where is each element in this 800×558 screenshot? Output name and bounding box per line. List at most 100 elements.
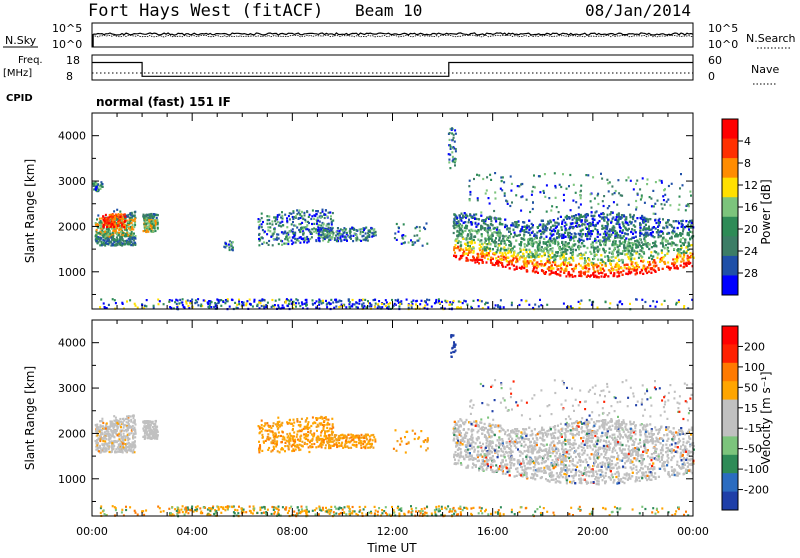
- scatter-cell: [534, 264, 536, 266]
- scatter-cell: [277, 234, 279, 236]
- scatter-cell: [560, 252, 562, 254]
- scatter-cell: [146, 217, 148, 219]
- scatter-cell: [311, 228, 313, 230]
- scatter-cell: [563, 234, 565, 236]
- scatter-cell: [457, 230, 459, 232]
- scatter-cell: [146, 214, 148, 216]
- scatter-cell: [317, 217, 319, 219]
- scatter-cell: [636, 217, 638, 219]
- scatter-cell: [145, 221, 147, 223]
- scatter-cell: [567, 273, 569, 275]
- scatter-cell: [594, 254, 596, 256]
- scatter-cell: [454, 164, 456, 166]
- scatter-cell: [554, 222, 556, 224]
- nsky-label: N.Sky: [5, 34, 37, 47]
- scatter-cell: [452, 156, 454, 158]
- scatter-cell: [527, 260, 529, 262]
- scatter-cell: [365, 227, 367, 229]
- scatter-cell: [554, 257, 556, 259]
- scatter-cell: [93, 185, 95, 187]
- scatter-cell: [455, 158, 457, 160]
- scatter-cell: [95, 234, 97, 236]
- scatter-cell: [279, 222, 281, 224]
- scatter-cell: [643, 234, 645, 236]
- scatter-cell: [564, 232, 566, 234]
- scatter-cell: [133, 239, 135, 241]
- scatter-cell: [538, 243, 540, 245]
- scatter-cell: [581, 219, 583, 221]
- scatter-cell: [528, 232, 530, 234]
- scatter-cell: [477, 239, 479, 241]
- scatter-cell: [663, 227, 665, 229]
- scatter-cell: [680, 245, 682, 247]
- scatter-cell: [534, 241, 536, 243]
- scatter-cell: [552, 225, 554, 227]
- scatter-cell: [503, 240, 505, 242]
- scatter-cell: [552, 256, 554, 258]
- scatter-cell: [261, 213, 263, 215]
- scatter-cell: [631, 268, 633, 270]
- scatter-cell: [228, 246, 230, 248]
- scatter-cell: [330, 236, 332, 238]
- scatter-cell: [551, 250, 553, 252]
- scatter-cell: [320, 224, 322, 226]
- scatter-cell: [577, 240, 579, 242]
- scatter-cell: [368, 236, 370, 238]
- scatter-cell: [635, 244, 637, 246]
- scatter-cell: [639, 226, 641, 228]
- nave-label: Nave: [751, 63, 779, 76]
- scatter-cell: [673, 265, 675, 267]
- scatter-cell: [537, 226, 539, 228]
- scatter-cell: [623, 214, 625, 216]
- scatter-cell: [543, 272, 545, 274]
- scatter-cell: [682, 237, 684, 239]
- scatter-cell: [134, 242, 136, 244]
- scatter-cell: [514, 221, 516, 223]
- scatter-cell: [519, 234, 521, 236]
- scatter-cell: [120, 222, 122, 224]
- scatter-cell: [612, 253, 614, 255]
- scatter-cell: [572, 253, 574, 255]
- scatter-cell: [558, 235, 560, 237]
- scatter-cell: [580, 230, 582, 232]
- scatter-cell: [373, 228, 375, 230]
- scatter-cell: [301, 227, 303, 229]
- scatter-cell: [640, 250, 642, 252]
- scatter-cell: [132, 234, 134, 236]
- scatter-cell: [459, 227, 461, 229]
- scatter-cell: [671, 237, 673, 239]
- scatter-cell: [323, 223, 325, 225]
- scatter-cell: [343, 232, 345, 234]
- scatter-cell: [624, 240, 626, 242]
- scatter-cell: [334, 237, 336, 239]
- scatter-cell: [649, 263, 651, 265]
- scatter-cell: [603, 276, 605, 278]
- scatter-cell: [622, 229, 624, 231]
- scatter-cell: [466, 253, 468, 255]
- scatter-cell: [458, 221, 460, 223]
- scatter-cell: [572, 227, 574, 229]
- scatter-cell: [542, 228, 544, 230]
- scatter-cell: [414, 241, 416, 243]
- scatter-cell: [600, 272, 602, 274]
- scatter-cell: [549, 229, 551, 231]
- scatter-cell: [398, 227, 400, 229]
- scatter-cell: [298, 218, 300, 220]
- scatter-cell: [655, 265, 657, 267]
- scatter-cell: [629, 214, 631, 216]
- scatter-cell: [461, 213, 463, 215]
- scatter-cell: [599, 233, 601, 235]
- scatter-cell: [152, 216, 154, 218]
- scatter-cell: [642, 267, 644, 269]
- scatter-cell: [467, 242, 469, 244]
- scatter-cell: [595, 241, 597, 243]
- scatter-cell: [565, 241, 567, 243]
- scatter-cell: [281, 244, 283, 246]
- scatter-cell: [512, 224, 514, 226]
- scatter-cell: [124, 213, 126, 215]
- scatter-cell: [510, 233, 512, 235]
- scatter-cell: [500, 248, 502, 250]
- scatter-cell: [287, 243, 289, 245]
- scatter-cell: [267, 229, 269, 231]
- scatter-cell: [625, 218, 627, 220]
